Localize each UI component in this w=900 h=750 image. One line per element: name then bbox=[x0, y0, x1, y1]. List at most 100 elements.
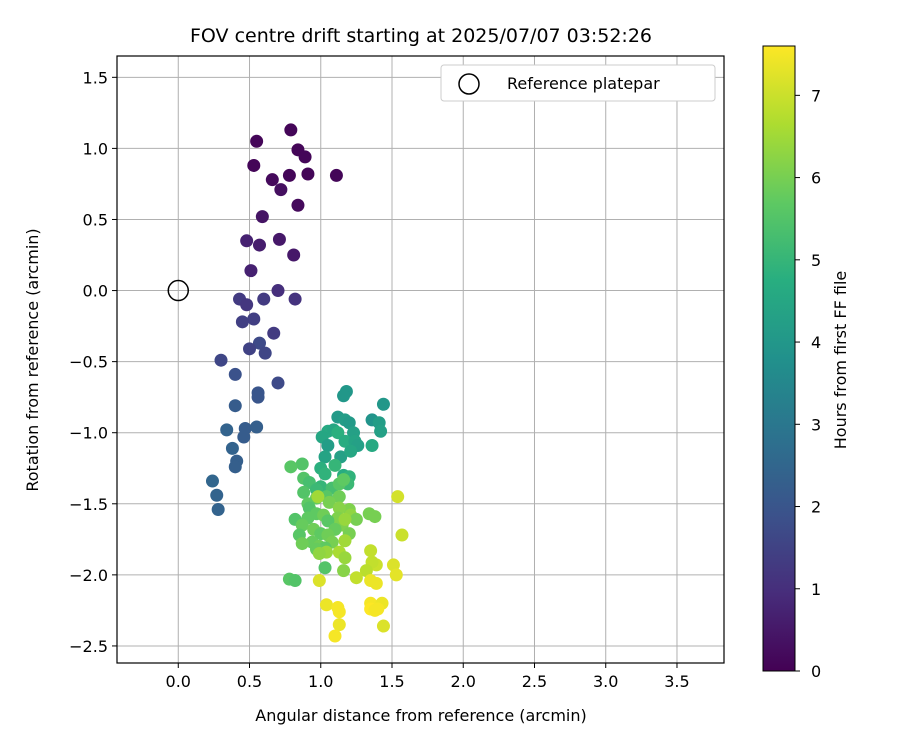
x-tick-label: 0.0 bbox=[166, 672, 191, 691]
legend-box bbox=[440, 64, 716, 102]
y-tick-label: −1.0 bbox=[69, 424, 108, 443]
chart-title: FOV centre drift starting at 2025/07/07 … bbox=[190, 25, 652, 47]
x-tick-label: 0.5 bbox=[237, 672, 262, 691]
scatter-point bbox=[301, 167, 315, 181]
y-tick-label: 0.5 bbox=[83, 210, 108, 229]
scatter-point bbox=[225, 441, 239, 455]
scatter-point bbox=[395, 528, 409, 542]
y-axis-label: Rotation from reference (arcmin) bbox=[23, 228, 42, 491]
scatter-point bbox=[252, 336, 266, 350]
scatter-point bbox=[288, 292, 302, 306]
scatter-point bbox=[271, 376, 285, 390]
scatter-point bbox=[338, 434, 352, 448]
colorbar-tick-label: 1 bbox=[811, 580, 821, 599]
colorbar-tick-label: 6 bbox=[811, 169, 821, 188]
scatter-point bbox=[214, 353, 228, 367]
scatter-point bbox=[211, 502, 225, 516]
colorbar-tick-label: 5 bbox=[811, 251, 821, 270]
scatter-point bbox=[322, 495, 336, 509]
scatter-point bbox=[297, 485, 311, 499]
scatter-point bbox=[291, 198, 305, 212]
scatter-point bbox=[319, 598, 333, 612]
scatter-point bbox=[255, 210, 269, 224]
x-axis-label: Angular distance from reference (arcmin) bbox=[255, 706, 586, 725]
reference-point-marker bbox=[167, 279, 190, 302]
colorbar-tick-label: 7 bbox=[811, 86, 821, 105]
scatter-point bbox=[205, 474, 219, 488]
scatter-point bbox=[311, 490, 325, 504]
scatter-point bbox=[282, 168, 296, 182]
scatter-point bbox=[321, 514, 335, 528]
y-axis-ticks: 1.5 1.0 0.5 0.0 −0.5 −1.0 −1.5 −2.0 −2.5 bbox=[69, 68, 117, 656]
grid-lines bbox=[117, 56, 724, 663]
scatter-point bbox=[342, 416, 356, 430]
scatter-point bbox=[391, 490, 405, 504]
y-tick-label: −1.5 bbox=[69, 495, 108, 514]
scatter-point bbox=[228, 367, 242, 381]
scatter-point bbox=[389, 568, 403, 582]
colorbar-tick-label: 3 bbox=[811, 415, 821, 434]
scatter-point bbox=[252, 238, 266, 252]
scatter-point bbox=[368, 510, 382, 524]
scatter-point bbox=[250, 134, 264, 148]
reference-marker bbox=[167, 279, 190, 302]
scatter-point bbox=[359, 564, 373, 578]
scatter-point bbox=[365, 439, 379, 453]
scatter-point bbox=[267, 326, 281, 340]
scatter-point bbox=[374, 424, 388, 438]
scatter-point bbox=[272, 232, 286, 246]
scatter-point bbox=[251, 390, 265, 404]
scatter-point bbox=[337, 564, 351, 578]
x-tick-label: 2.0 bbox=[451, 672, 476, 691]
scatter-point bbox=[331, 426, 345, 440]
scatter-point bbox=[247, 158, 261, 172]
x-tick-label: 2.5 bbox=[522, 672, 547, 691]
scatter-point bbox=[295, 518, 309, 532]
scatter-point bbox=[220, 423, 234, 437]
scatter-point bbox=[328, 629, 342, 643]
scatter-point bbox=[265, 173, 279, 187]
scatter-point bbox=[338, 534, 352, 548]
scatter-point bbox=[284, 460, 298, 474]
scatter-point bbox=[318, 467, 332, 481]
scatter-point bbox=[329, 168, 343, 182]
data-points bbox=[205, 123, 409, 643]
legend: Reference platepar bbox=[440, 64, 716, 102]
x-tick-label: 3.0 bbox=[593, 672, 618, 691]
scatter-point bbox=[368, 603, 382, 617]
y-tick-label: −2.5 bbox=[69, 637, 108, 656]
scatter-point bbox=[321, 439, 335, 453]
scatter-point bbox=[235, 315, 249, 329]
colorbar-tick-label: 2 bbox=[811, 498, 821, 517]
scatter-point bbox=[318, 561, 332, 575]
scatter-point bbox=[210, 488, 224, 502]
scatter-point bbox=[332, 605, 346, 619]
scatter-point bbox=[338, 551, 352, 565]
y-tick-label: 1.5 bbox=[83, 68, 108, 87]
colorbar-label: Hours from first FF file bbox=[831, 271, 850, 450]
colorbar-tick-label: 4 bbox=[811, 333, 821, 352]
scatter-point bbox=[386, 558, 400, 572]
scatter-point bbox=[337, 389, 351, 403]
colorbar-gradient bbox=[762, 45, 796, 672]
y-tick-label: 1.0 bbox=[83, 139, 108, 158]
scatter-point bbox=[271, 284, 285, 298]
scatter-point bbox=[332, 618, 346, 632]
scatter-point bbox=[237, 430, 251, 444]
y-tick-label: 0.0 bbox=[83, 282, 108, 301]
y-tick-label: −2.0 bbox=[69, 566, 108, 585]
scatter-point bbox=[298, 150, 312, 164]
scatter-point bbox=[295, 537, 309, 551]
colorbar-ticks: 0 1 2 3 4 5 6 7 bbox=[795, 86, 821, 681]
scatter-point bbox=[228, 460, 242, 474]
scatter-point bbox=[349, 512, 363, 526]
x-tick-label: 1.0 bbox=[308, 672, 333, 691]
colorbar-tick-label: 0 bbox=[811, 662, 821, 681]
x-tick-label: 3.5 bbox=[664, 672, 689, 691]
scatter-point bbox=[332, 501, 346, 515]
scatter-point bbox=[338, 512, 352, 526]
scatter-point bbox=[312, 574, 326, 588]
scatter-point bbox=[240, 298, 254, 312]
y-tick-label: −0.5 bbox=[69, 353, 108, 372]
